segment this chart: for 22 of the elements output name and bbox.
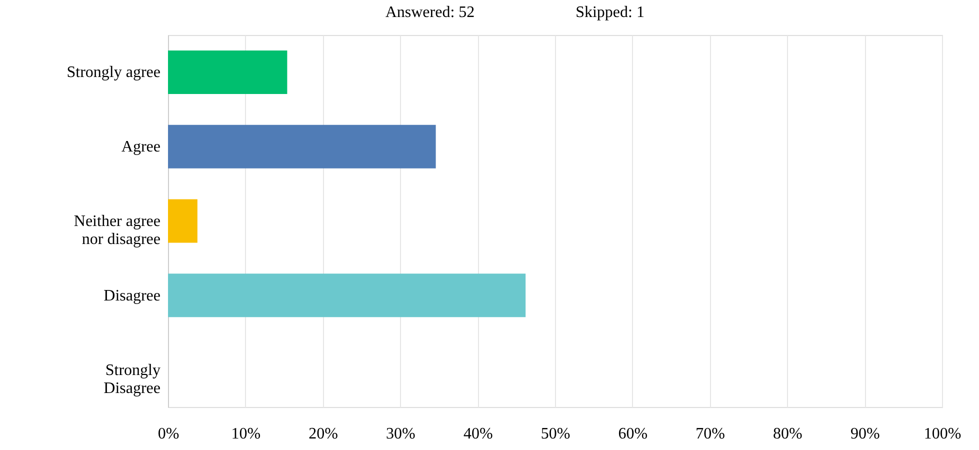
x-tick-label: 90% [850,426,880,442]
text: Skipped: 1 [576,4,644,21]
y-tick-label: Strongly agree [66,64,160,82]
bar [168,124,436,168]
x-tick-label: 80% [773,426,802,442]
x-tick-label: 100% [924,426,962,442]
text: Answered: 52 [385,4,475,21]
x-tick-label: 40% [463,426,493,442]
x-tick-label: 30% [386,426,416,442]
y-tick-label: Strongly Disagree [104,362,160,397]
y-tick-label: Agree [121,138,160,156]
x-tick-label: 70% [696,426,725,442]
y-tick-label: Neither agree nor disagree [74,213,160,248]
x-tick-label: 60% [618,426,648,442]
x-tick-label: 50% [540,426,570,442]
y-tick-label: Disagree [104,287,160,304]
bar [168,274,526,318]
bar [168,199,198,243]
x-tick-label: 10% [231,426,261,442]
x-tick-label: 0% [158,426,180,442]
bar [168,50,288,94]
x-tick-label: 20% [308,426,338,442]
